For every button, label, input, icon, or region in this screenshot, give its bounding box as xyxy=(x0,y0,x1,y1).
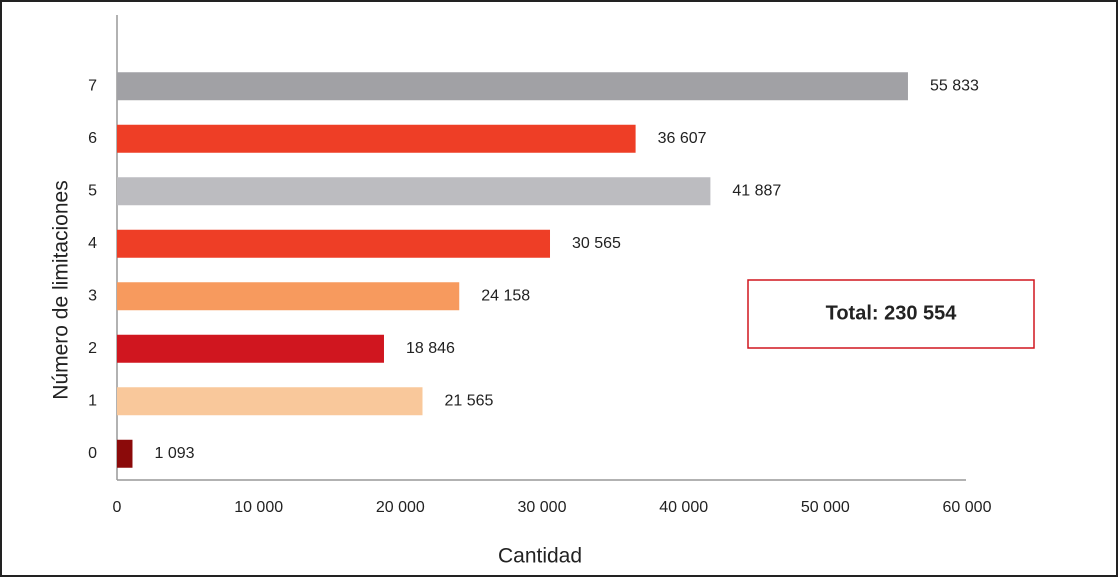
y-tick-label: 5 xyxy=(88,182,97,199)
x-tick-label: 30 000 xyxy=(518,499,567,516)
annotation: Total: 230 554 xyxy=(826,302,958,324)
y-tick-label: 2 xyxy=(88,340,97,357)
y-tick-label: 1 xyxy=(88,392,97,409)
y-tick-label: 6 xyxy=(88,130,97,147)
bar xyxy=(117,334,384,363)
value-label: 36 607 xyxy=(658,130,707,147)
value-label: 1 093 xyxy=(154,445,194,462)
x-tick-label: 50 000 xyxy=(801,499,850,516)
x-tick-label: 20 000 xyxy=(376,499,425,516)
value-label: 55 833 xyxy=(930,77,979,94)
bar xyxy=(117,124,636,153)
x-tick-label: 0 xyxy=(113,499,122,516)
value-label: 41 887 xyxy=(732,182,781,199)
bar xyxy=(117,439,133,468)
y-tick-label: 0 xyxy=(88,445,97,462)
bar xyxy=(117,177,711,206)
bar xyxy=(117,72,908,101)
y-tick-label: 4 xyxy=(88,235,97,252)
value-label: 21 565 xyxy=(445,392,494,409)
x-tick-label: 10 000 xyxy=(234,499,283,516)
y-tick-label: 3 xyxy=(88,287,97,304)
y-axis-label: Número de limitaciones xyxy=(50,180,73,399)
x-tick-label: 40 000 xyxy=(659,499,708,516)
bar xyxy=(117,229,551,258)
x-axis-label: Cantidad xyxy=(498,545,582,568)
y-tick-label: 7 xyxy=(88,77,97,94)
bar xyxy=(117,387,423,416)
annotation-box xyxy=(747,279,1035,349)
value-label: 24 158 xyxy=(481,287,530,304)
value-label: 30 565 xyxy=(572,235,621,252)
value-label: 18 846 xyxy=(406,340,455,357)
x-tick-label: 60 000 xyxy=(943,499,992,516)
bar xyxy=(117,282,460,311)
